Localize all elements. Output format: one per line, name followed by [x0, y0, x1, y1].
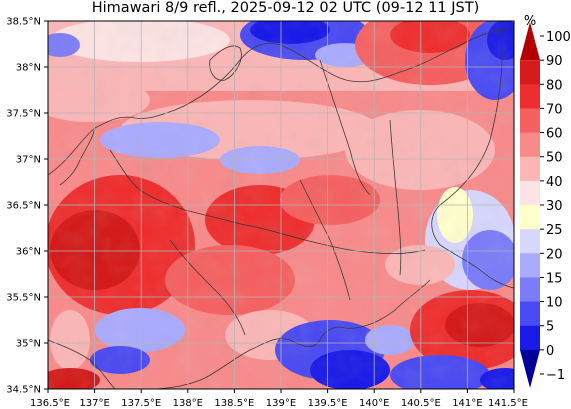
lat-tick-label: 34.5°N	[6, 385, 41, 396]
lat-tick-label: 38.5°N	[6, 17, 41, 28]
colorbar-label: 30	[546, 199, 563, 214]
colorbar-swatch	[520, 205, 540, 230]
colorbar-swatch	[520, 253, 540, 278]
colorbar-swatch	[520, 325, 540, 351]
colorbar-swatch	[520, 180, 540, 206]
lon-tick-label: 137.5°E	[121, 398, 161, 409]
colorbar-label: 15	[546, 271, 563, 286]
map-title: Himawari 8/9 refl., 2025-09-12 02 UTC (0…	[91, 0, 480, 16]
colorbar-label: 70	[546, 102, 563, 117]
lon-tick-label: 137°E	[79, 398, 109, 409]
lon-tick-label: 139.5°E	[308, 398, 348, 409]
colorbar-swatch	[520, 277, 540, 303]
colorbar-label: 80	[546, 78, 563, 93]
colorbar-swatch	[520, 108, 540, 134]
lon-tick-label: 140°E	[359, 398, 389, 409]
colorbar-swatch	[520, 22, 540, 61]
colorbar-swatch	[520, 301, 540, 327]
colorbar-label: 5	[546, 320, 554, 335]
lon-tick-label: 141.5°E	[488, 398, 528, 409]
lon-tick-label: 138.5°E	[214, 398, 254, 409]
colorbar-swatch	[520, 349, 540, 388]
colorbar-label: −1	[546, 368, 565, 383]
colorbar-swatch	[520, 229, 540, 254]
colorbar-label: 10	[546, 296, 563, 311]
lon-tick-label: 136.5°E	[30, 398, 70, 409]
lat-tick-label: 36.5°N	[6, 201, 41, 212]
colorbar-label: 50	[546, 151, 563, 166]
lon-axis: 136.5°E 137°E 137.5°E 138°E 138.5°E 139°…	[30, 389, 528, 409]
colorbar-swatch	[520, 60, 540, 85]
lon-tick-label: 138°E	[173, 398, 203, 409]
colorbar-swatches	[520, 22, 540, 388]
lat-tick-label: 38°N	[16, 63, 41, 74]
graticule	[48, 21, 514, 389]
colorbar-label: 20	[546, 247, 563, 262]
colorbar-label: 0	[546, 344, 554, 359]
lon-tick-label: 141°E	[452, 398, 482, 409]
lat-tick-label: 35°N	[16, 339, 41, 350]
lon-tick-label: 140.5°E	[401, 398, 441, 409]
colorbar-label: 100	[546, 30, 571, 45]
lat-tick-label: 36°N	[16, 247, 41, 258]
reflectance-field	[48, 21, 514, 389]
colorbar-label: 60	[546, 127, 563, 142]
colorbar-label: 40	[546, 175, 563, 190]
colorbar-label: 90	[546, 54, 563, 69]
colorbar-label: 25	[546, 223, 563, 238]
lon-tick-label: 139°E	[266, 398, 296, 409]
colorbar-unit: %	[524, 14, 536, 29]
colorbar-swatch	[520, 156, 540, 182]
colorbar-swatch	[520, 84, 540, 109]
lat-tick-label: 37°N	[16, 155, 41, 166]
lat-axis: 38.5°N 38°N 37.5°N 37°N 36.5°N 36°N 35.5…	[6, 17, 48, 396]
lat-tick-label: 37.5°N	[6, 109, 41, 120]
lat-tick-label: 35.5°N	[6, 293, 41, 304]
colorbar-swatch	[520, 132, 540, 158]
